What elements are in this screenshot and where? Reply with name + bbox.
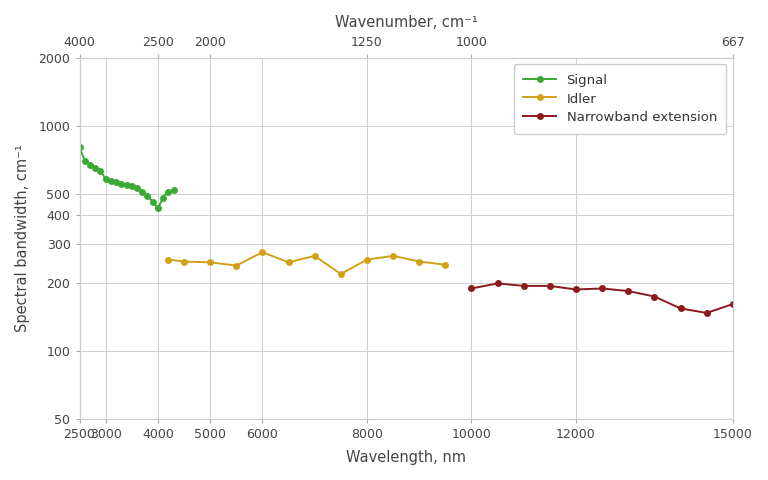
X-axis label: Wavelength, nm: Wavelength, nm [346,450,466,465]
Signal [91,165,100,171]
Idler [336,271,346,277]
Narrowband extension [728,301,737,307]
Narrowband extension [519,283,528,289]
Idler [441,262,450,268]
Signal [96,168,105,174]
Signal [106,178,115,184]
Narrowband extension [493,280,502,286]
Idler [362,257,372,263]
Signal [75,144,84,150]
Signal [169,187,178,192]
Signal [137,189,147,194]
Line: Narrowband extension: Narrowband extension [468,280,737,316]
Signal [117,181,126,187]
Idler [258,249,267,255]
Narrowband extension [571,287,581,292]
Idler [389,253,398,259]
Idler [206,260,215,265]
Signal [143,192,152,198]
Signal [127,183,137,189]
Signal [154,205,163,211]
Signal [85,162,94,168]
Narrowband extension [624,288,633,294]
Signal [158,195,167,201]
Narrowband extension [598,286,607,291]
Signal [80,158,89,164]
Signal [164,189,173,194]
Line: Signal: Signal [76,144,177,212]
Legend: Signal, Idler, Narrowband extension: Signal, Idler, Narrowband extension [514,64,727,133]
Signal [132,185,141,191]
Signal [111,180,121,185]
Signal [122,182,131,188]
Idler [232,263,241,268]
Signal [101,176,111,182]
Idler [164,257,173,263]
Signal [148,199,157,204]
Narrowband extension [676,306,685,312]
Narrowband extension [650,294,659,300]
Idler [310,253,319,259]
Idler [180,259,189,264]
Line: Idler: Idler [165,249,449,277]
X-axis label: Wavenumber, cm⁻¹: Wavenumber, cm⁻¹ [335,15,478,30]
Narrowband extension [467,286,476,291]
Y-axis label: Spectral bandwidth, cm⁻¹: Spectral bandwidth, cm⁻¹ [15,144,30,332]
Idler [415,259,424,264]
Idler [284,260,293,265]
Narrowband extension [702,310,711,316]
Narrowband extension [545,283,554,289]
